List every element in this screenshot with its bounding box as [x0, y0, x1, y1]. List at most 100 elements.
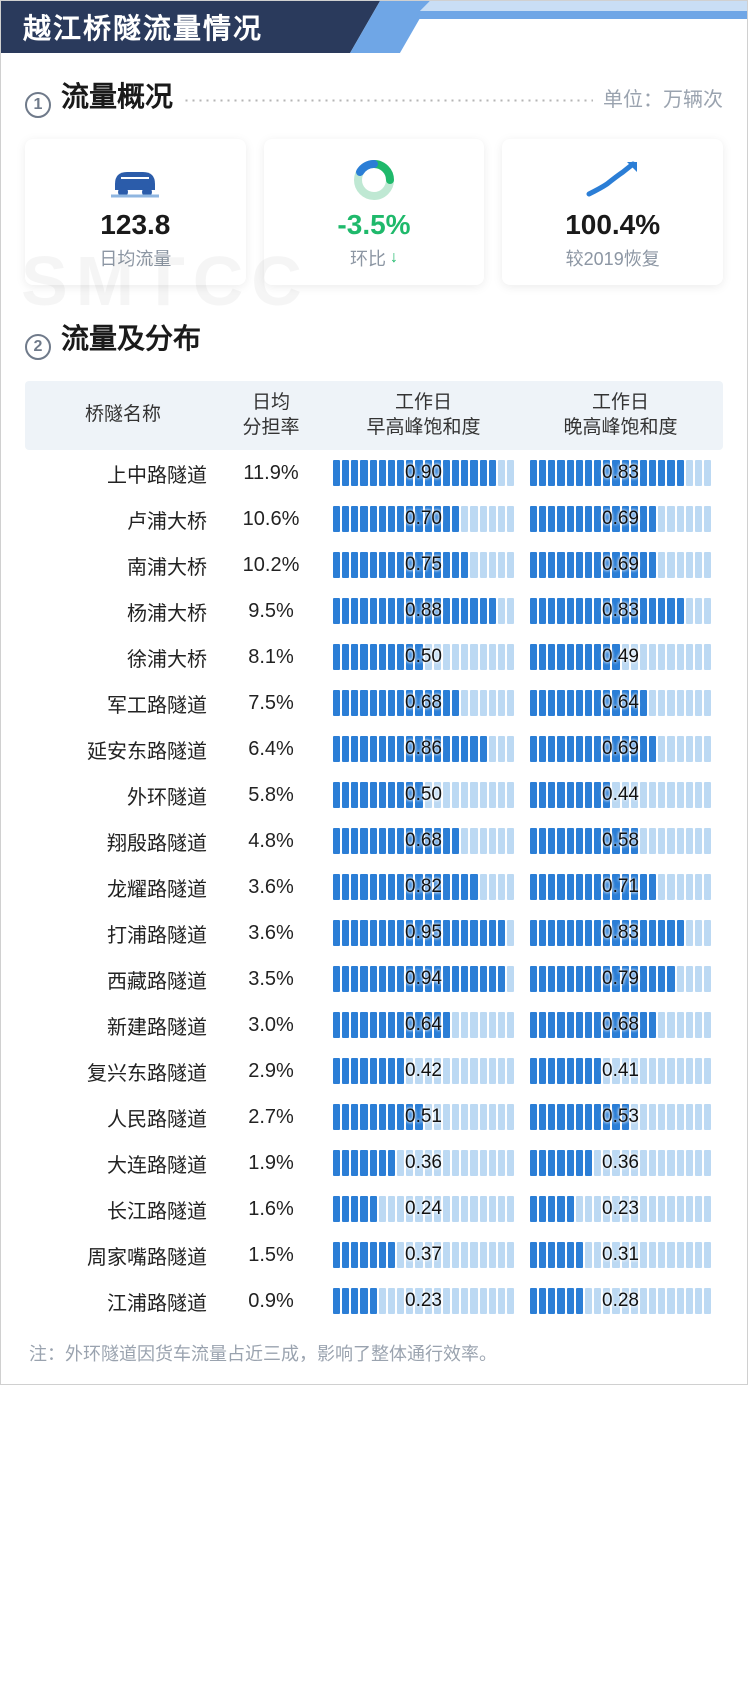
tunnel-name: 徐浦大桥	[33, 643, 213, 672]
table-row: 长江路隧道1.6%0.240.23	[25, 1186, 723, 1232]
page-title: 越江桥隧流量情况	[23, 7, 263, 47]
saturation-cell: 0.69	[526, 550, 715, 580]
saturation-cell: 0.83	[526, 918, 715, 948]
table-header-cell: 桥隧名称	[33, 391, 213, 440]
share-value: 4.8%	[221, 830, 321, 853]
share-value: 3.6%	[221, 922, 321, 945]
table-row: 杨浦大桥9.5%0.880.83	[25, 588, 723, 634]
tunnel-name: 人民路隧道	[33, 1103, 213, 1132]
car-icon	[107, 157, 163, 203]
saturation-value: 0.36	[526, 1148, 715, 1178]
tunnel-name: 龙耀路隧道	[33, 873, 213, 902]
section-overview: 1 流量概况 单位：万辆次	[1, 53, 747, 139]
section-number-icon: 2	[25, 334, 51, 360]
saturation-cell: 0.53	[526, 1102, 715, 1132]
saturation-cell: 0.83	[526, 458, 715, 488]
tunnel-name: 复兴东路隧道	[33, 1057, 213, 1086]
share-value: 2.7%	[221, 1106, 321, 1129]
saturation-value: 0.83	[526, 458, 715, 488]
share-value: 2.9%	[221, 1060, 321, 1083]
tunnel-name: 江浦路隧道	[33, 1287, 213, 1316]
saturation-cell: 0.90	[329, 458, 518, 488]
tunnel-name: 翔殷路隧道	[33, 827, 213, 856]
tunnel-name: 上中路隧道	[33, 459, 213, 488]
share-value: 10.6%	[221, 508, 321, 531]
saturation-cell: 0.68	[526, 1010, 715, 1040]
section-number-icon: 1	[25, 92, 51, 118]
table-row: 打浦路隧道 3.6% 0.95 0.83	[25, 910, 723, 956]
saturation-value: 0.36	[329, 1148, 518, 1178]
stat-card-recov: 100.4%较2019恢复	[502, 139, 723, 285]
saturation-value: 0.51	[329, 1102, 518, 1132]
saturation-value: 0.71	[526, 872, 715, 902]
saturation-value: 0.49	[526, 642, 715, 672]
stat-value: 123.8	[100, 209, 170, 241]
saturation-cell: 0.95	[329, 918, 518, 948]
share-value: 3.0%	[221, 1014, 321, 1037]
saturation-cell: 0.82	[329, 872, 518, 902]
saturation-cell: 0.23	[329, 1286, 518, 1316]
share-value: 3.6%	[221, 876, 321, 899]
stat-cards-row: 123.8日均流量-3.5%环比↓100.4%较2019恢复	[1, 139, 747, 295]
saturation-cell: 0.70	[329, 504, 518, 534]
saturation-value: 0.50	[329, 780, 518, 810]
saturation-value: 0.64	[329, 1010, 518, 1040]
page-container: 越江桥隧流量情况 SMTCC 1 流量概况 单位：万辆次 123.8日均流量-3…	[0, 0, 748, 1385]
saturation-value: 0.79	[526, 964, 715, 994]
saturation-value: 0.37	[329, 1240, 518, 1270]
tunnel-name: 打浦路隧道	[33, 919, 213, 948]
saturation-cell: 0.58	[526, 826, 715, 856]
saturation-cell: 0.37	[329, 1240, 518, 1270]
section-header: 1 流量概况 单位：万辆次	[25, 75, 723, 115]
saturation-value: 0.24	[329, 1194, 518, 1224]
section-title: 流量及分布	[61, 317, 201, 357]
saturation-value: 0.95	[329, 918, 518, 948]
tunnel-name: 南浦大桥	[33, 551, 213, 580]
saturation-value: 0.75	[329, 550, 518, 580]
table-row: 军工路隧道7.5%0.680.64	[25, 680, 723, 726]
saturation-value: 0.69	[526, 504, 715, 534]
saturation-value: 0.42	[329, 1056, 518, 1086]
tunnel-name: 杨浦大桥	[33, 597, 213, 626]
saturation-cell: 0.50	[329, 780, 518, 810]
table-header-cell: 工作日早高峰饱和度	[329, 391, 518, 440]
saturation-cell: 0.50	[329, 642, 518, 672]
table-body: 上中路隧道11.9%0.900.83卢浦大桥10.6%0.700.69南浦大桥1…	[25, 450, 723, 1324]
saturation-cell: 0.49	[526, 642, 715, 672]
share-value: 1.6%	[221, 1198, 321, 1221]
title-bar: 越江桥隧流量情况	[1, 1, 747, 53]
down-arrow-icon: ↓	[390, 249, 398, 267]
share-value: 10.2%	[221, 554, 321, 577]
saturation-value: 0.50	[329, 642, 518, 672]
saturation-value: 0.41	[526, 1056, 715, 1086]
tunnel-name: 外环隧道	[33, 781, 213, 810]
saturation-value: 0.44	[526, 780, 715, 810]
distribution-table: 桥隧名称日均分担率工作日早高峰饱和度工作日晚高峰饱和度 上中路隧道11.9%0.…	[1, 381, 747, 1334]
trend-icon	[583, 157, 643, 203]
section-title: 流量概况	[61, 75, 173, 115]
share-value: 6.4%	[221, 738, 321, 761]
table-row: 新建路隧道3.0%0.640.68	[25, 1002, 723, 1048]
table-row: 延安东路隧道6.4%0.860.69	[25, 726, 723, 772]
footnote: 注：外环隧道因货车流量占近三成，影响了整体通行效率。	[1, 1334, 747, 1384]
saturation-cell: 0.75	[329, 550, 518, 580]
share-value: 8.1%	[221, 646, 321, 669]
tunnel-name: 周家嘴路隧道	[33, 1241, 213, 1270]
saturation-value: 0.69	[526, 550, 715, 580]
saturation-cell: 0.24	[329, 1194, 518, 1224]
saturation-cell: 0.94	[329, 964, 518, 994]
saturation-cell: 0.64	[329, 1010, 518, 1040]
saturation-value: 0.69	[526, 734, 715, 764]
saturation-value: 0.68	[329, 688, 518, 718]
stat-label: 较2019恢复	[566, 245, 660, 271]
saturation-cell: 0.42	[329, 1056, 518, 1086]
saturation-value: 0.82	[329, 872, 518, 902]
table-row: 复兴东路隧道 2.9% 0.42 0.41	[25, 1048, 723, 1094]
table-row: 上中路隧道11.9%0.900.83	[25, 450, 723, 496]
saturation-cell: 0.86	[329, 734, 518, 764]
saturation-value: 0.68	[329, 826, 518, 856]
saturation-cell: 0.68	[329, 688, 518, 718]
saturation-cell: 0.69	[526, 504, 715, 534]
share-value: 5.8%	[221, 784, 321, 807]
table-row: 龙耀路隧道 3.6% 0.82 0.71	[25, 864, 723, 910]
